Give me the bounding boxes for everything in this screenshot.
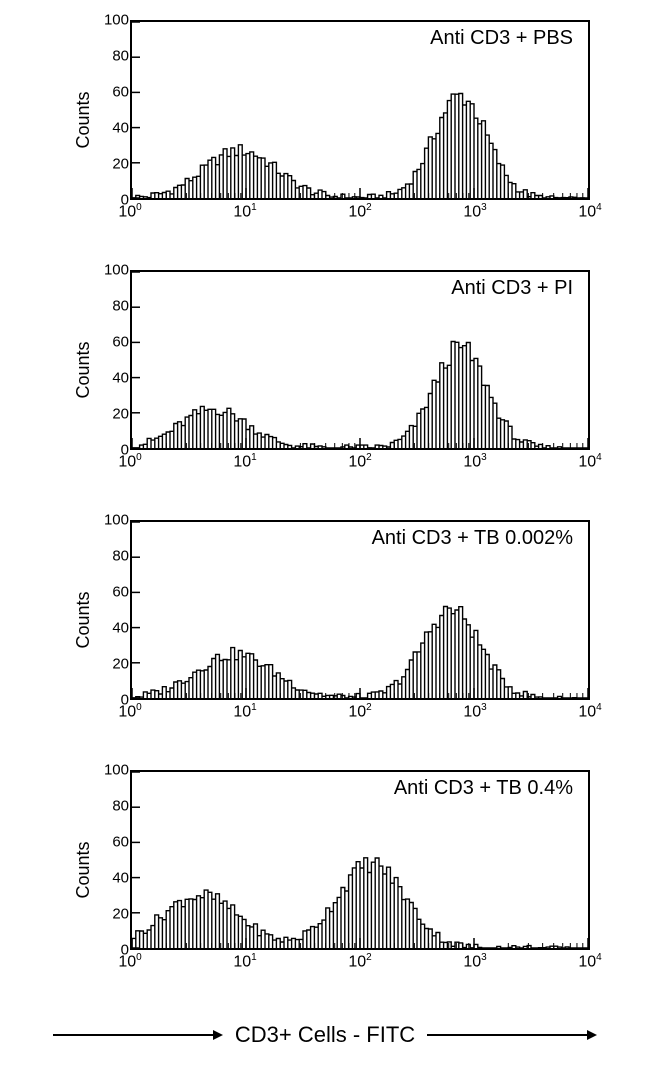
x-tick-label: 103: [463, 452, 486, 471]
y-axis-title: Counts: [73, 341, 94, 398]
y-tick-label: 60: [112, 334, 129, 351]
y-tick-label: 100: [104, 12, 129, 29]
y-tick-label: 100: [104, 762, 129, 779]
y-axis-title: Counts: [73, 591, 94, 648]
x-tick-label: 102: [348, 202, 371, 221]
x-axis-title-text: CD3+ Cells - FITC: [235, 1022, 415, 1048]
y-axis-title: Counts: [73, 91, 94, 148]
x-tick-label: 104: [578, 202, 601, 221]
y-tick-label: 20: [112, 906, 129, 923]
x-tick-label: 101: [233, 202, 256, 221]
panel-stack: Counts020406080100Anti CD3 + PBS10010110…: [55, 10, 610, 980]
y-tick-label: 60: [112, 584, 129, 601]
y-tick-label: 80: [112, 548, 129, 565]
x-tick-label: 100: [118, 202, 141, 221]
x-tick-label: 103: [463, 702, 486, 721]
x-tick-label: 101: [233, 452, 256, 471]
x-tick-group: 100101102103104: [130, 952, 590, 976]
y-tick-label: 40: [112, 120, 129, 137]
y-tick-label: 100: [104, 262, 129, 279]
histogram-panel: Counts020406080100Anti CD3 + TB 0.002%10…: [55, 510, 610, 730]
plot-area: Anti CD3 + PI: [130, 270, 590, 450]
flow-cytometry-figure: Counts020406080100Anti CD3 + PBS10010110…: [0, 0, 650, 1066]
x-tick-label: 102: [348, 952, 371, 971]
x-tick-label: 102: [348, 452, 371, 471]
y-tick-group: 020406080100: [95, 770, 129, 950]
x-axis-title-row: CD3+ Cells - FITC: [0, 1022, 650, 1048]
x-tick-group: 100101102103104: [130, 202, 590, 226]
x-tick-label: 101: [233, 702, 256, 721]
y-axis-title: Counts: [73, 841, 94, 898]
x-tick-label: 103: [463, 952, 486, 971]
x-arrow-left: [53, 1027, 223, 1043]
x-tick-label: 101: [233, 952, 256, 971]
panel-condition-label: Anti CD3 + PI: [451, 277, 573, 300]
y-tick-label: 60: [112, 84, 129, 101]
y-tick-label: 40: [112, 620, 129, 637]
x-tick-label: 104: [578, 952, 601, 971]
panel-condition-label: Anti CD3 + TB 0.4%: [394, 777, 573, 800]
y-tick-label: 40: [112, 370, 129, 387]
plot-area: Anti CD3 + TB 0.002%: [130, 520, 590, 700]
y-tick-group: 020406080100: [95, 270, 129, 450]
y-tick-label: 20: [112, 656, 129, 673]
histogram-panel: Counts020406080100Anti CD3 + PI100101102…: [55, 260, 610, 480]
x-tick-group: 100101102103104: [130, 702, 590, 726]
y-tick-label: 20: [112, 156, 129, 173]
x-arrow-right: [427, 1027, 597, 1043]
panel-condition-label: Anti CD3 + TB 0.002%: [372, 527, 573, 550]
x-tick-label: 102: [348, 702, 371, 721]
histogram-panel: Counts020406080100Anti CD3 + TB 0.4%1001…: [55, 760, 610, 980]
y-tick-label: 80: [112, 48, 129, 65]
x-tick-label: 103: [463, 202, 486, 221]
y-tick-label: 20: [112, 406, 129, 423]
y-tick-label: 60: [112, 834, 129, 851]
x-tick-label: 104: [578, 702, 601, 721]
x-tick-group: 100101102103104: [130, 452, 590, 476]
plot-area: Anti CD3 + TB 0.4%: [130, 770, 590, 950]
y-tick-label: 100: [104, 512, 129, 529]
y-tick-group: 020406080100: [95, 20, 129, 200]
x-tick-label: 100: [118, 452, 141, 471]
y-tick-label: 40: [112, 870, 129, 887]
x-tick-label: 104: [578, 452, 601, 471]
histogram-panel: Counts020406080100Anti CD3 + PBS10010110…: [55, 10, 610, 230]
plot-area: Anti CD3 + PBS: [130, 20, 590, 200]
x-tick-label: 100: [118, 702, 141, 721]
y-tick-label: 80: [112, 798, 129, 815]
x-tick-label: 100: [118, 952, 141, 971]
y-tick-group: 020406080100: [95, 520, 129, 700]
panel-condition-label: Anti CD3 + PBS: [430, 27, 573, 50]
y-tick-label: 80: [112, 298, 129, 315]
